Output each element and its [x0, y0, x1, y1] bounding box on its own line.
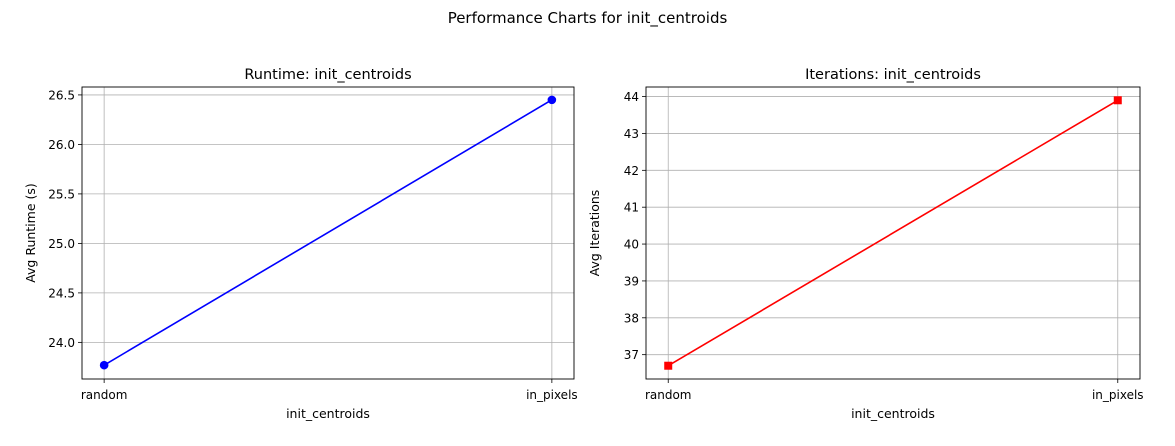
runtime-chart: 24.0 24.5 25.0 25.5 26.0 26.5 random in_pixels R…: [23, 67, 578, 421]
iterations-data-point: [664, 361, 673, 370]
runtime-x-tick-label: random: [81, 388, 128, 402]
iterations-y-tick-label: 43: [624, 127, 639, 141]
iterations-y-tick-label: 40: [624, 238, 639, 252]
iterations-y-tick-label: 37: [624, 348, 639, 362]
iterations-title: Iterations: init_centroids: [805, 67, 981, 83]
iterations-y-tick-label: 42: [624, 164, 639, 178]
iterations-y-tick-label: 44: [624, 90, 639, 104]
runtime-title: Runtime: init_centroids: [244, 67, 411, 83]
runtime-y-tick-label: 24.0: [48, 336, 75, 350]
runtime-y-tick-label: 24.5: [48, 286, 75, 300]
iterations-y-tick-label: 39: [624, 274, 639, 288]
iterations-y-tick-label: 41: [624, 201, 639, 215]
runtime-y-tick-label: 26.0: [48, 138, 75, 152]
iterations-data-point: [1113, 96, 1122, 105]
runtime-x-tick-label: in_pixels: [526, 388, 578, 402]
runtime-data-point: [547, 95, 557, 105]
iterations-axes-frame: [645, 86, 1141, 380]
runtime-series-line: [103, 99, 553, 366]
iterations-x-tick-label: in_pixels: [1092, 388, 1144, 402]
runtime-axes-frame: [81, 86, 575, 380]
runtime-x-axis-label: init_centroids: [286, 406, 370, 421]
runtime-y-tick-label: 25.0: [48, 237, 75, 251]
runtime-y-axis-label: Avg Runtime (s): [23, 183, 38, 283]
iterations-y-tick-label: 38: [624, 311, 639, 325]
iterations-x-tick-label: random: [645, 388, 692, 402]
runtime-y-tick-label: 25.5: [48, 187, 75, 201]
iterations-chart: 37 38 39 40 41 42 43 44 random in_pixels Iteration…: [587, 67, 1144, 421]
iterations-x-axis-label: init_centroids: [851, 406, 935, 421]
iterations-y-axis-label: Avg Iterations: [587, 190, 602, 277]
runtime-data-point: [99, 360, 109, 370]
figure-title: Performance Charts for init_centroids: [447, 9, 728, 27]
iterations-series-line: [667, 99, 1119, 367]
runtime-y-tick-label: 26.5: [48, 88, 75, 102]
